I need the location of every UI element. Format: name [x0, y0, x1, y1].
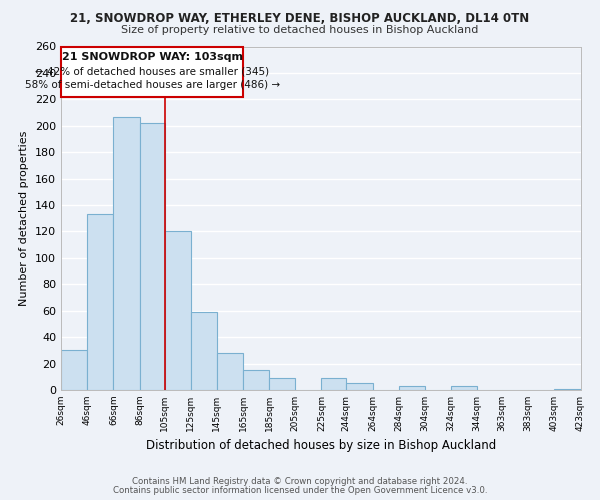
FancyBboxPatch shape — [61, 46, 243, 96]
Bar — [322, 378, 346, 390]
Bar — [164, 232, 191, 390]
Bar — [554, 388, 581, 390]
Bar — [88, 214, 113, 390]
Bar — [451, 386, 477, 390]
Text: 21, SNOWDROP WAY, ETHERLEY DENE, BISHOP AUCKLAND, DL14 0TN: 21, SNOWDROP WAY, ETHERLEY DENE, BISHOP … — [70, 12, 530, 26]
Bar — [398, 386, 425, 390]
Y-axis label: Number of detached properties: Number of detached properties — [19, 130, 29, 306]
Text: Contains HM Land Registry data © Crown copyright and database right 2024.: Contains HM Land Registry data © Crown c… — [132, 477, 468, 486]
Text: 58% of semi-detached houses are larger (486) →: 58% of semi-detached houses are larger (… — [25, 80, 280, 90]
X-axis label: Distribution of detached houses by size in Bishop Auckland: Distribution of detached houses by size … — [146, 440, 496, 452]
Bar — [191, 312, 217, 390]
Bar — [269, 378, 295, 390]
Bar — [140, 123, 164, 390]
Text: ← 42% of detached houses are smaller (345): ← 42% of detached houses are smaller (34… — [35, 66, 269, 76]
Bar — [217, 353, 243, 390]
Bar — [61, 350, 88, 390]
Text: Contains public sector information licensed under the Open Government Licence v3: Contains public sector information licen… — [113, 486, 487, 495]
Bar — [113, 116, 140, 390]
Text: Size of property relative to detached houses in Bishop Auckland: Size of property relative to detached ho… — [121, 25, 479, 35]
Bar — [346, 384, 373, 390]
Text: 21 SNOWDROP WAY: 103sqm: 21 SNOWDROP WAY: 103sqm — [62, 52, 242, 62]
Bar — [243, 370, 269, 390]
